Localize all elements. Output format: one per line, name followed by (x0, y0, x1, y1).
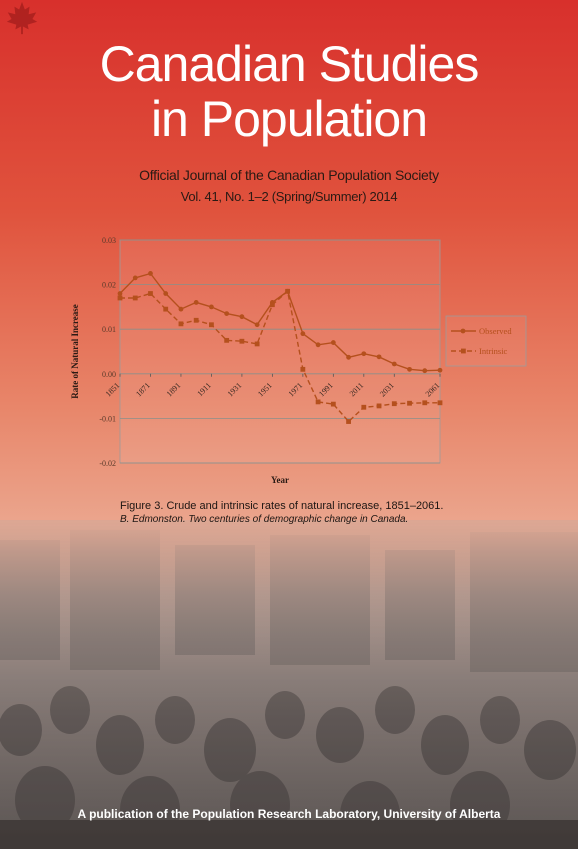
x-tick-label: 1851 (104, 381, 122, 399)
data-point-observed (209, 304, 214, 310)
data-point-observed (193, 300, 199, 305)
y-tick-label: 0.01 (102, 325, 116, 334)
data-point-intrinsic (224, 337, 230, 343)
data-point-observed (148, 271, 153, 276)
data-point-intrinsic (422, 400, 428, 406)
data-point-intrinsic (269, 302, 275, 308)
data-point-intrinsic (407, 400, 412, 406)
data-point-observed (300, 331, 306, 337)
data-point-intrinsic (300, 366, 306, 372)
crowd-photo (0, 520, 578, 849)
data-point-observed (330, 340, 336, 345)
data-point-observed (391, 361, 397, 367)
data-point-intrinsic (178, 321, 184, 327)
data-point-intrinsic (254, 341, 260, 347)
y-tick-label: -0.02 (99, 459, 116, 468)
data-point-observed (117, 291, 123, 296)
data-point-observed (315, 342, 321, 348)
data-point-intrinsic (193, 317, 199, 323)
data-point-intrinsic (132, 295, 138, 301)
data-point-intrinsic (437, 400, 443, 406)
y-tick-label: 0.03 (102, 236, 116, 245)
data-point-intrinsic (376, 403, 382, 409)
publisher-line: A publication of the Population Research… (77, 807, 501, 821)
data-point-intrinsic (361, 404, 367, 410)
figure-chart: 0.03 0.02 0.01 0.00 -0.01 -0.02 1851 1871 1891 19… (60, 228, 530, 498)
data-point-intrinsic (209, 322, 214, 328)
series-line-intrinsic (120, 289, 440, 423)
data-point-observed (376, 354, 382, 360)
data-point-intrinsic (330, 401, 336, 407)
data-point-observed (239, 314, 245, 320)
legend-marker (461, 348, 466, 354)
plot-area (119, 239, 441, 464)
y-axis-title: Rate of Natural Increase (70, 304, 80, 399)
data-point-observed (346, 354, 351, 360)
maple-leaf-icon (6, 1, 38, 35)
issue-info: Vol. 41, No. 1–2 (Spring/Summer) 2014 (180, 189, 398, 204)
data-point-intrinsic (346, 419, 351, 424)
data-point-observed (224, 311, 230, 316)
data-point-intrinsic (285, 288, 291, 294)
legend-box (445, 315, 527, 367)
data-point-intrinsic (239, 338, 245, 344)
y-tick-label: 0.02 (102, 281, 116, 290)
journal-subtitle: Official Journal of the Canadian Populat… (139, 167, 439, 183)
data-point-intrinsic (163, 306, 169, 312)
journal-title-line1: Canadian Studies (99, 36, 480, 92)
data-point-intrinsic (315, 399, 321, 405)
series-line-observed (119, 272, 441, 372)
figure-citation: B. Edmonston. Two centuries of demograph… (120, 514, 409, 525)
figure-caption-block: Figure 3. Crude and intrinsic rates of n… (120, 500, 560, 525)
y-tick-label: -0.01 (99, 414, 116, 423)
data-point-observed (437, 367, 443, 373)
data-point-intrinsic (148, 291, 153, 296)
legend-label: Observed (479, 326, 512, 336)
y-tick-label: 0.00 (102, 370, 116, 379)
data-point-intrinsic (391, 401, 397, 407)
data-point-intrinsic (117, 295, 123, 301)
data-point-observed (163, 291, 169, 296)
x-axis-title: Year (271, 475, 289, 485)
data-point-observed (178, 306, 184, 312)
data-point-observed (407, 366, 412, 372)
figure-caption: Figure 3. Crude and intrinsic rates of n… (120, 500, 444, 512)
data-point-observed (254, 322, 260, 328)
data-point-observed (361, 351, 367, 357)
data-point-observed (422, 368, 428, 374)
journal-title-line2: in Population (150, 91, 428, 147)
data-point-observed (132, 275, 138, 281)
legend-label: Intrinsic (479, 346, 508, 356)
legend-marker (460, 328, 466, 334)
